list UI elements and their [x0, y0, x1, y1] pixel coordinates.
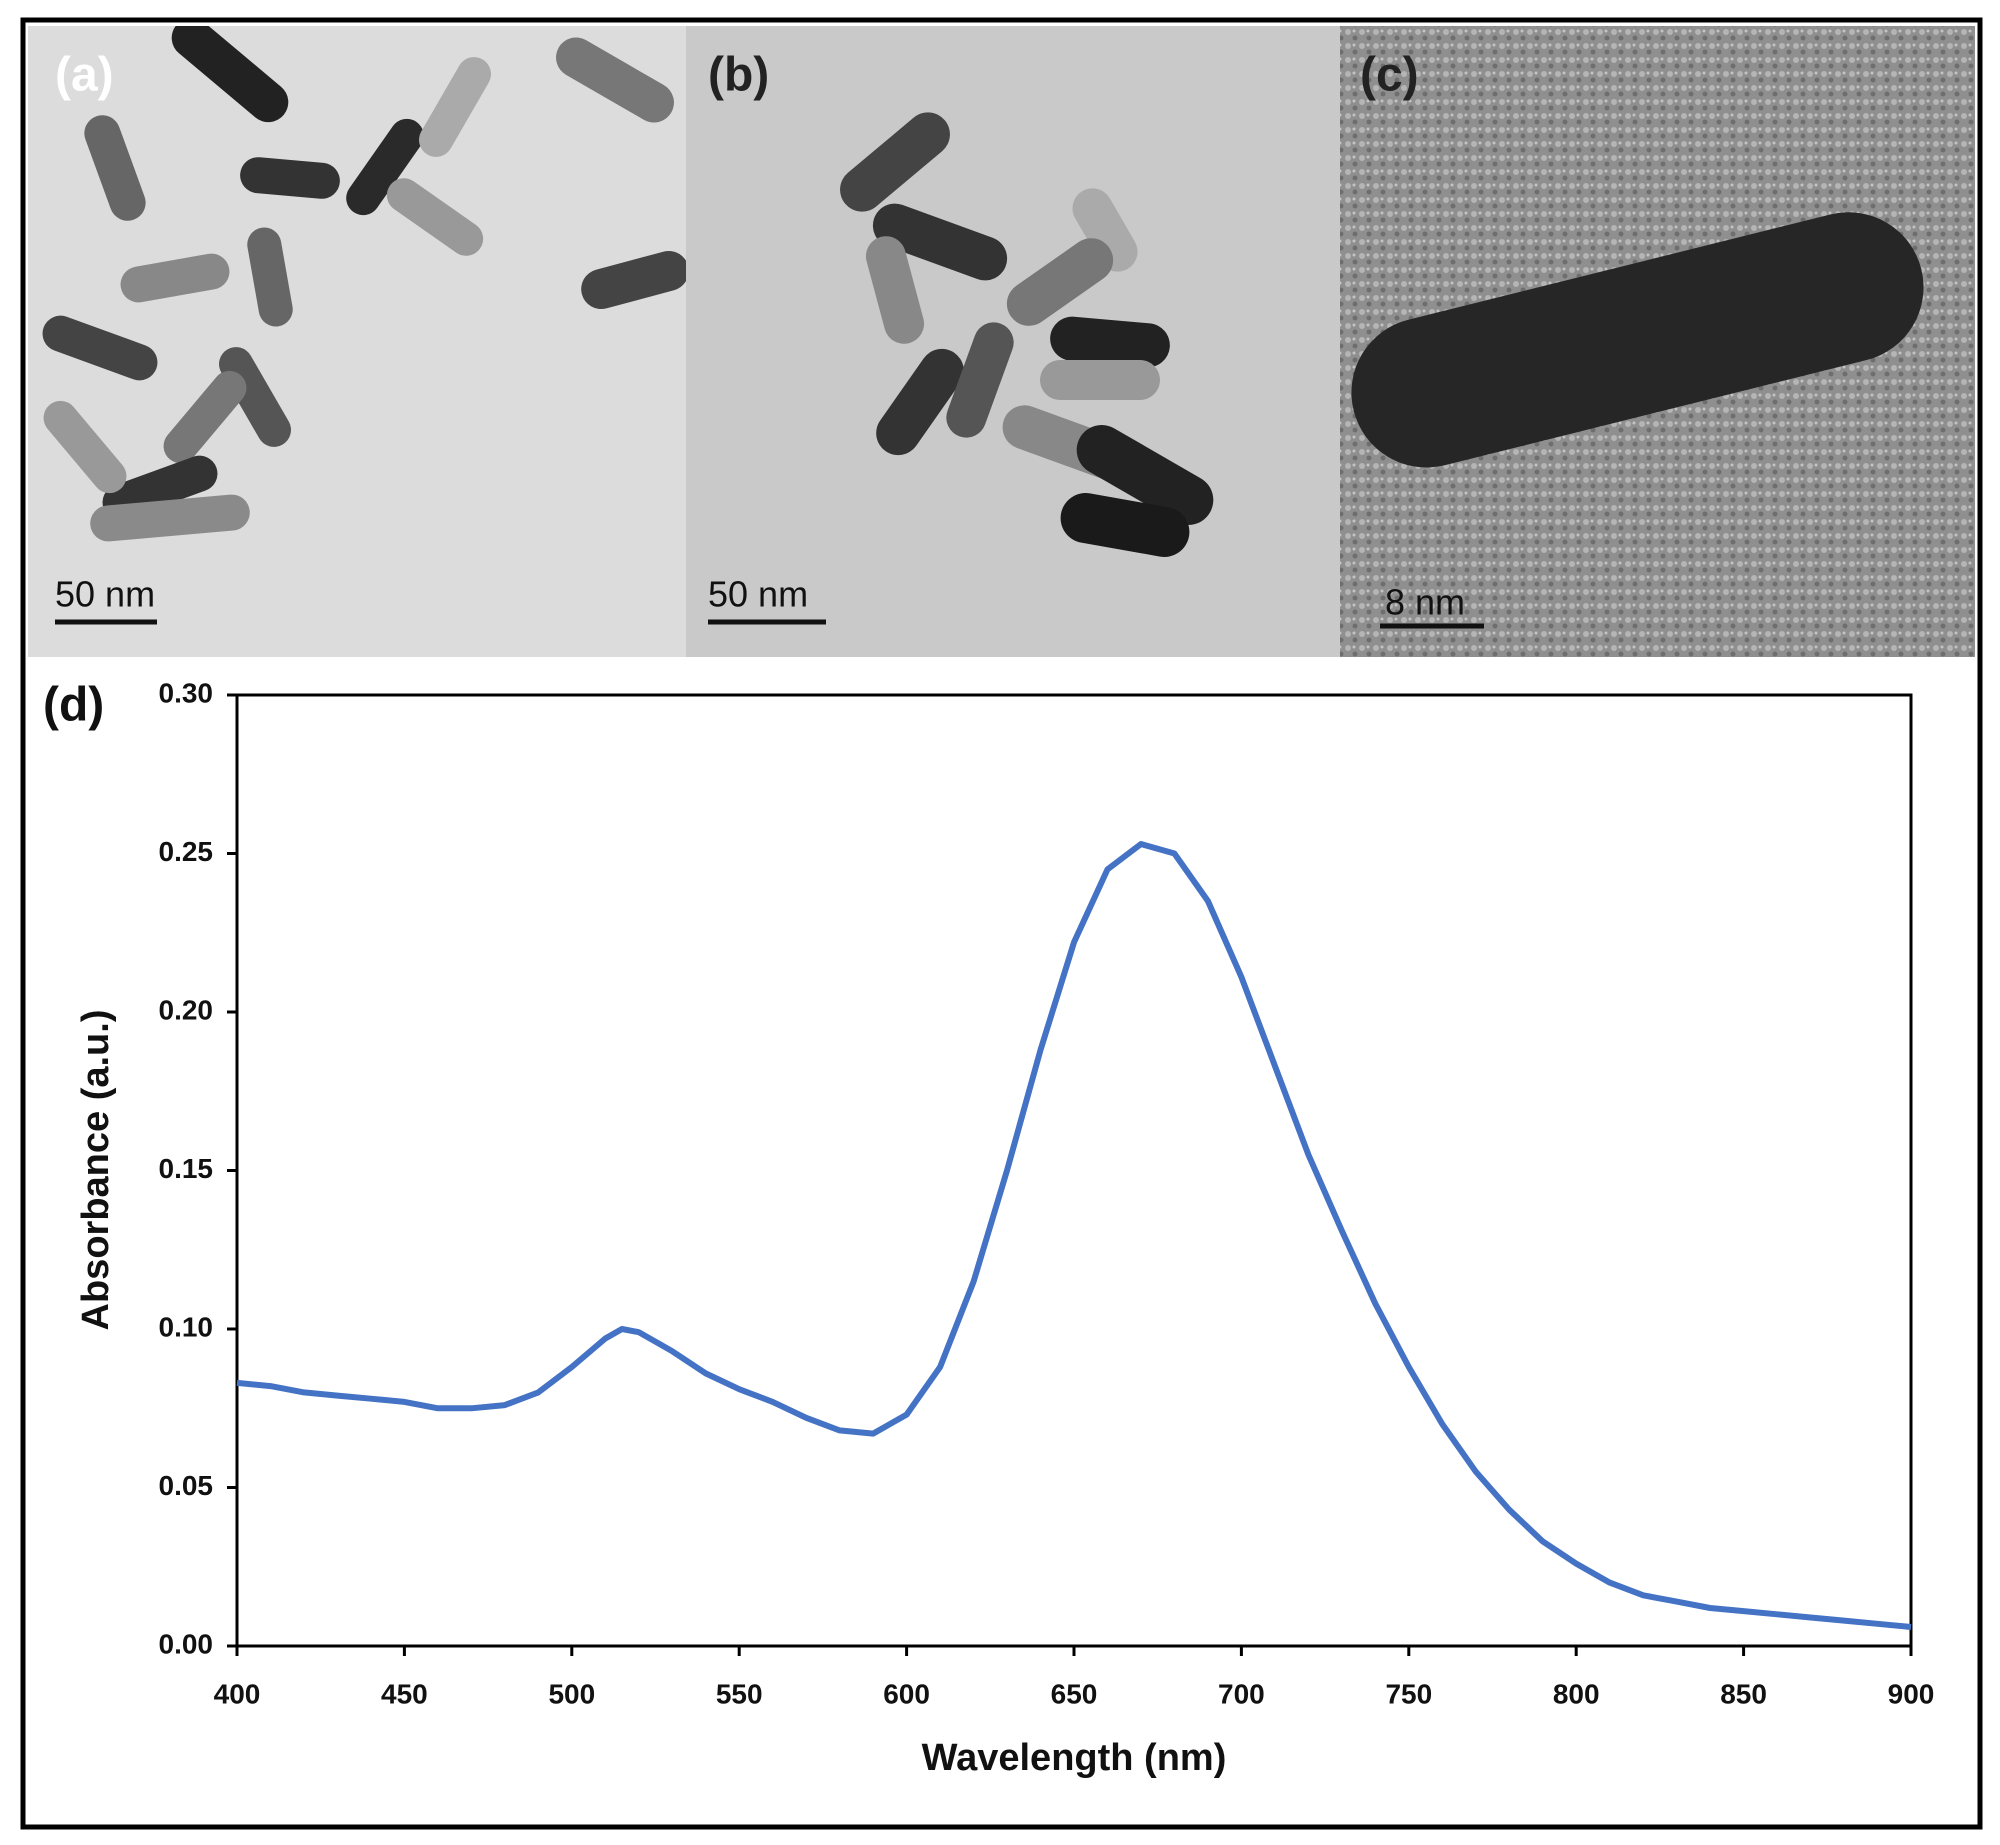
x-tick-label: 650 — [1051, 1678, 1098, 1709]
tem-image-c — [1340, 26, 1975, 657]
x-tick-label: 450 — [381, 1678, 428, 1709]
y-tick-label: 0.05 — [159, 1470, 214, 1501]
x-tick-label: 800 — [1553, 1678, 1600, 1709]
x-tick-label: 500 — [548, 1678, 595, 1709]
x-tick-label: 750 — [1385, 1678, 1432, 1709]
y-tick-label: 0.10 — [159, 1311, 214, 1342]
panel-label: (d) — [43, 679, 104, 732]
y-axis-title: Absorbance (a.u.) — [75, 1010, 117, 1331]
y-tick-label: 0.15 — [159, 1153, 214, 1184]
tem-image-a — [28, 26, 686, 657]
panel-label: (c) — [1360, 49, 1419, 102]
panel-label: (a) — [55, 49, 114, 102]
y-tick-label: 0.00 — [159, 1628, 214, 1659]
x-tick-label: 600 — [883, 1678, 930, 1709]
y-tick-label: 0.30 — [159, 677, 214, 708]
y-tick-label: 0.25 — [159, 836, 214, 867]
data-line — [236, 841, 1912, 1630]
scale-bar-label: 8 nm — [1385, 582, 1465, 623]
x-tick-label: 700 — [1218, 1678, 1265, 1709]
x-tick-label: 400 — [214, 1678, 261, 1709]
x-tick-label: 850 — [1720, 1678, 1767, 1709]
panel-label: (b) — [708, 49, 769, 102]
scale-bar-label: 50 nm — [55, 574, 155, 615]
x-axis-title: Wavelength (nm) — [922, 1737, 1227, 1779]
x-tick-label: 900 — [1888, 1678, 1935, 1709]
tem-image-b — [686, 26, 1340, 657]
x-tick-label: 550 — [716, 1678, 763, 1709]
y-tick-label: 0.20 — [159, 994, 214, 1025]
scale-bar-label: 50 nm — [708, 574, 808, 615]
